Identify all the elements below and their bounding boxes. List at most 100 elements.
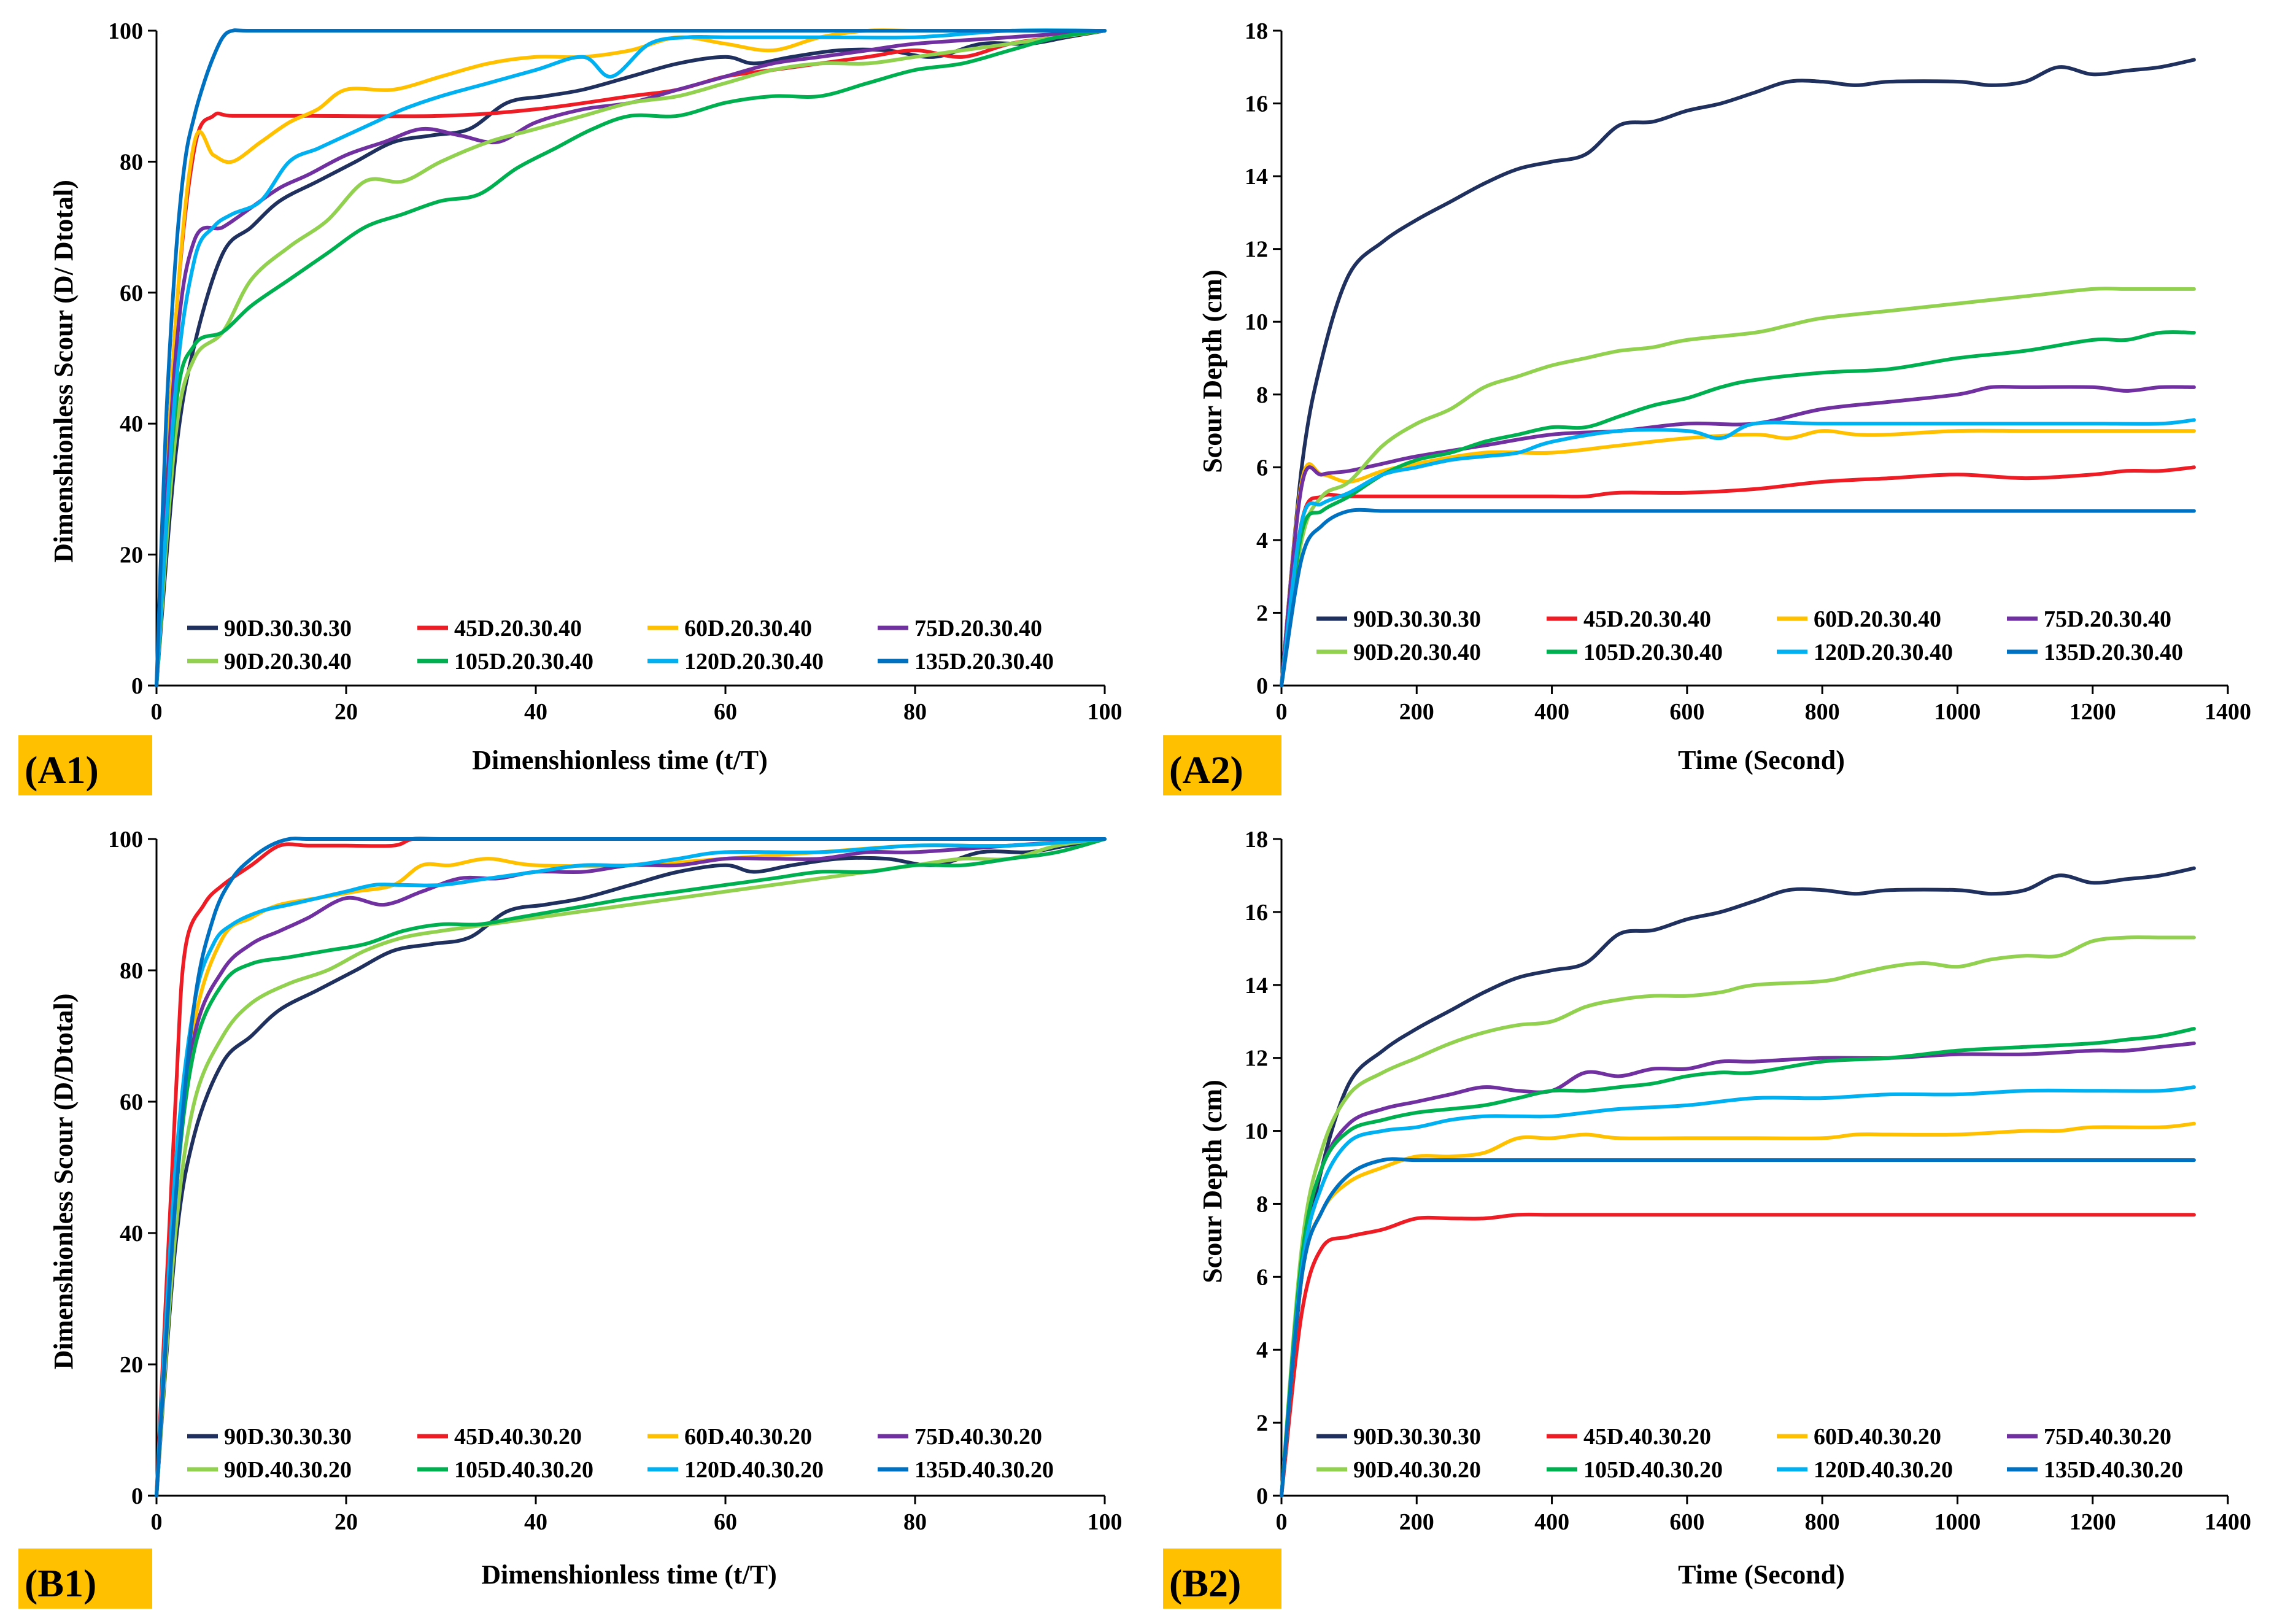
series-line-b1-105D-40-30-20: [155, 837, 1107, 1498]
x-tick-label-a1: 100: [1088, 699, 1123, 725]
series-line-a1-135D-20-30-40: [155, 28, 1107, 687]
y-tick-label-a2: 0: [1256, 673, 1268, 699]
legend-label-b2: 120D.40.30.20: [1814, 1457, 1953, 1483]
x-tick-label-a2: 1200: [2070, 699, 2116, 725]
legend-label-a2: 45D.20.30.40: [1583, 606, 1711, 632]
panel-b2: 0 2 4 6 8 10 12 14 16 18 0 200 400 600 800 1000 1200 1400…: [1163, 827, 2251, 1609]
y-tick-label-b2: 2: [1256, 1410, 1268, 1436]
legend-label-a1: 90D.30.30.30: [224, 616, 352, 641]
series-line-a2-120D-20-30-40: [1280, 418, 2196, 687]
legend-label-a2: 75D.20.30.40: [2044, 606, 2171, 632]
series-line-b1-90D-40-30-20: [155, 837, 1107, 1498]
legend-label-a2: 105D.20.30.40: [1583, 640, 1723, 665]
y-axis-label-a1: Dimenshionless Scour (D/ Dtotal): [48, 180, 79, 563]
y-axis-label-b1: Dimenshionless Scour (D/Dtotal): [48, 994, 79, 1370]
series-line-b1-90D-30-30-30: [155, 837, 1107, 1498]
x-tick-label-b2: 200: [1399, 1509, 1434, 1535]
x-tick-label-a2: 600: [1669, 699, 1704, 725]
legend-label-a1: 105D.20.30.40: [454, 649, 593, 675]
y-tick-label-a1: 100: [108, 18, 143, 44]
series-line-a1-90D-20-30-40: [155, 29, 1107, 687]
y-tick-label-b2: 12: [1245, 1046, 1268, 1072]
legend-label-a1: 45D.20.30.40: [454, 616, 582, 641]
panel-a1: 0 20 40 60 80 100 0 20 40 60 80 100 90D.30.30.30 45D.…: [18, 18, 1123, 795]
legend-label-a2: 90D.20.30.40: [1353, 640, 1481, 665]
x-axis-label-b1: Dimenshionless time (t/T): [481, 1560, 777, 1590]
x-axis-label-b2: Time (Second): [1678, 1560, 1845, 1590]
x-tick-label-b1: 0: [151, 1509, 163, 1535]
y-tick-label-b2: 6: [1256, 1264, 1268, 1290]
y-tick-label-a1: 20: [120, 543, 143, 568]
series-line-b2-120D-40-30-20: [1280, 1085, 2196, 1498]
panel-tag-b2: (B2): [1169, 1561, 1241, 1605]
panel-tag-a2: (A2): [1169, 748, 1243, 792]
series-line-a2-90D-20-30-40: [1280, 287, 2196, 687]
legend-label-b2: 75D.40.30.20: [2044, 1424, 2171, 1450]
legend-label-b2: 90D.40.30.20: [1353, 1457, 1481, 1483]
series-line-a1-45D-20-30-40: [155, 29, 1107, 687]
legend-label-b1: 90D.40.30.20: [224, 1457, 352, 1483]
legend-label-b1: 120D.40.30.20: [684, 1457, 824, 1483]
panel-tag-b1: (B1): [25, 1561, 96, 1605]
y-tick-label-a1: 40: [120, 411, 143, 437]
x-tick-label-a1: 40: [524, 699, 547, 725]
y-tick-label-a2: 4: [1256, 528, 1268, 554]
panel-a2: 0 2 4 6 8 10 12 14 16 18 0 200 400 600 800 1000 1200 1400…: [1163, 18, 2251, 795]
x-tick-label-b2: 600: [1669, 1509, 1704, 1535]
x-tick-label-a1: 60: [714, 699, 737, 725]
plot-area-b2: 0 2 4 6 8 10 12 14 16 18 0 200 400 600 800 1000 1200 1400…: [1245, 827, 2251, 1535]
y-tick-label-a1: 60: [120, 280, 143, 306]
x-tick-label-b1: 60: [714, 1509, 737, 1535]
x-tick-label-b2: 0: [1276, 1509, 1288, 1535]
series-line-b1-120D-40-30-20: [155, 837, 1107, 1498]
x-tick-label-a1: 0: [151, 699, 163, 725]
legend-label-a1: 135D.20.30.40: [914, 649, 1054, 675]
y-tick-label-a1: 80: [120, 149, 143, 175]
y-tick-label-a2: 14: [1245, 164, 1268, 190]
x-tick-label-b1: 80: [903, 1509, 927, 1535]
y-tick-label-a2: 10: [1245, 309, 1268, 335]
series-line-b1-45D-40-30-20: [155, 837, 1107, 1498]
panel-tag-bg-b1: [18, 1549, 152, 1609]
panel-tag-bg-a2: [1163, 735, 1281, 795]
x-tick-label-a2: 1400: [2205, 699, 2251, 725]
legend-label-a1: 60D.20.30.40: [684, 616, 812, 641]
y-tick-label-b2: 8: [1256, 1191, 1268, 1217]
x-tick-label-a2: 400: [1534, 699, 1569, 725]
y-tick-label-a2: 8: [1256, 382, 1268, 408]
series-line-a2-45D-20-30-40: [1280, 465, 2196, 687]
x-axis-label-a2: Time (Second): [1678, 745, 1845, 775]
x-tick-label-b2: 400: [1534, 1509, 1569, 1535]
legend-label-a2: 60D.20.30.40: [1814, 606, 1941, 632]
y-tick-label-a2: 2: [1256, 600, 1268, 626]
series-line-a1-90D-30-30-30: [155, 29, 1107, 687]
y-tick-label-b1: 20: [120, 1352, 143, 1378]
legend-label-a2: 135D.20.30.40: [2044, 640, 2183, 665]
x-tick-label-a2: 800: [1805, 699, 1840, 725]
series-line-b2-90D-40-30-20: [1280, 935, 2196, 1498]
series-line-a1-120D-20-30-40: [155, 28, 1107, 687]
x-tick-label-a2: 0: [1276, 699, 1288, 725]
y-axis-label-b2: Scour Depth (cm): [1197, 1080, 1227, 1283]
legend-label-a2: 120D.20.30.40: [1814, 640, 1953, 665]
x-tick-label-a1: 20: [334, 699, 358, 725]
series-line-a1-60D-20-30-40: [155, 28, 1107, 687]
y-tick-label-b1: 60: [120, 1089, 143, 1115]
legend-label-b1: 45D.40.30.20: [454, 1424, 582, 1450]
y-tick-label-b1: 40: [120, 1221, 143, 1247]
y-tick-label-b2: 10: [1245, 1119, 1268, 1145]
series-line-b2-105D-40-30-20: [1280, 1027, 2196, 1498]
y-tick-label-b1: 100: [108, 827, 143, 853]
y-tick-label-a2: 16: [1245, 91, 1268, 117]
y-tick-label-b2: 16: [1245, 900, 1268, 926]
x-tick-label-b1: 20: [334, 1509, 358, 1535]
y-tick-label-a2: 12: [1245, 237, 1268, 263]
series-line-a2-90D-30-30-30: [1280, 58, 2196, 687]
x-tick-label-b2: 1400: [2205, 1509, 2251, 1535]
x-tick-label-b2: 800: [1805, 1509, 1840, 1535]
panel-tag-a1: (A1): [25, 748, 99, 792]
x-tick-label-b1: 100: [1088, 1509, 1123, 1535]
series-line-a1-105D-20-30-40: [155, 29, 1107, 687]
y-tick-label-b2: 14: [1245, 973, 1268, 999]
